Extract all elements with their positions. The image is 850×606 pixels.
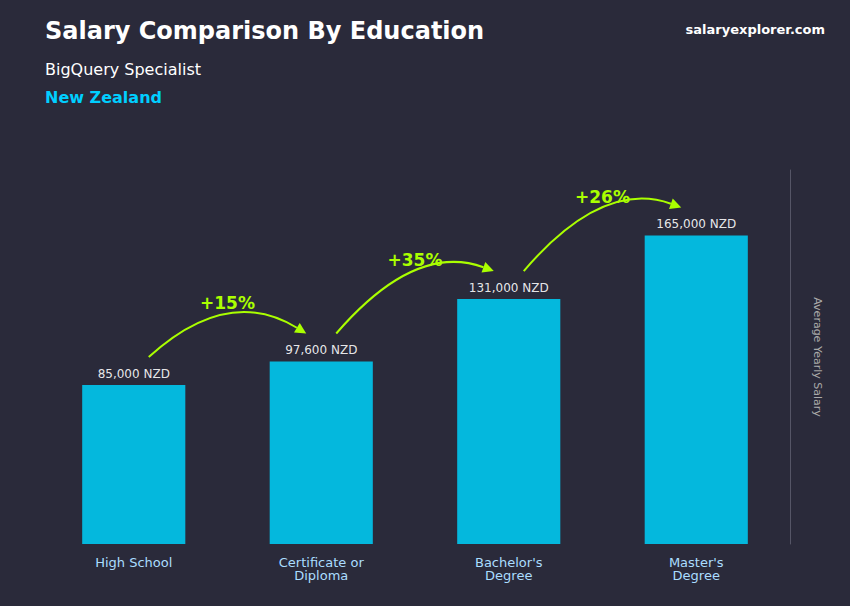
svg-text:+26%: +26% — [575, 187, 630, 207]
svg-text:+35%: +35% — [388, 250, 443, 270]
svg-text:Master's: Master's — [668, 555, 724, 570]
svg-text:BigQuery Specialist: BigQuery Specialist — [45, 60, 201, 79]
svg-text:Degree: Degree — [673, 568, 720, 583]
svg-text:165,000 NZD: 165,000 NZD — [656, 217, 736, 231]
svg-text:Certificate or: Certificate or — [278, 555, 364, 570]
svg-text:New Zealand: New Zealand — [45, 88, 162, 107]
svg-text:High School: High School — [95, 555, 172, 570]
svg-text:85,000 NZD: 85,000 NZD — [98, 367, 170, 381]
svg-text:Degree: Degree — [485, 568, 532, 583]
svg-text:Bachelor's: Bachelor's — [475, 555, 543, 570]
svg-text:salaryexplorer.com: salaryexplorer.com — [686, 22, 825, 37]
svg-text:131,000 NZD: 131,000 NZD — [469, 281, 549, 295]
svg-text:+15%: +15% — [200, 293, 255, 313]
svg-text:Salary Comparison By Education: Salary Comparison By Education — [45, 17, 484, 45]
svg-text:Diploma: Diploma — [294, 568, 348, 583]
svg-text:97,600 NZD: 97,600 NZD — [285, 343, 357, 357]
svg-text:Average Yearly Salary: Average Yearly Salary — [811, 297, 824, 417]
